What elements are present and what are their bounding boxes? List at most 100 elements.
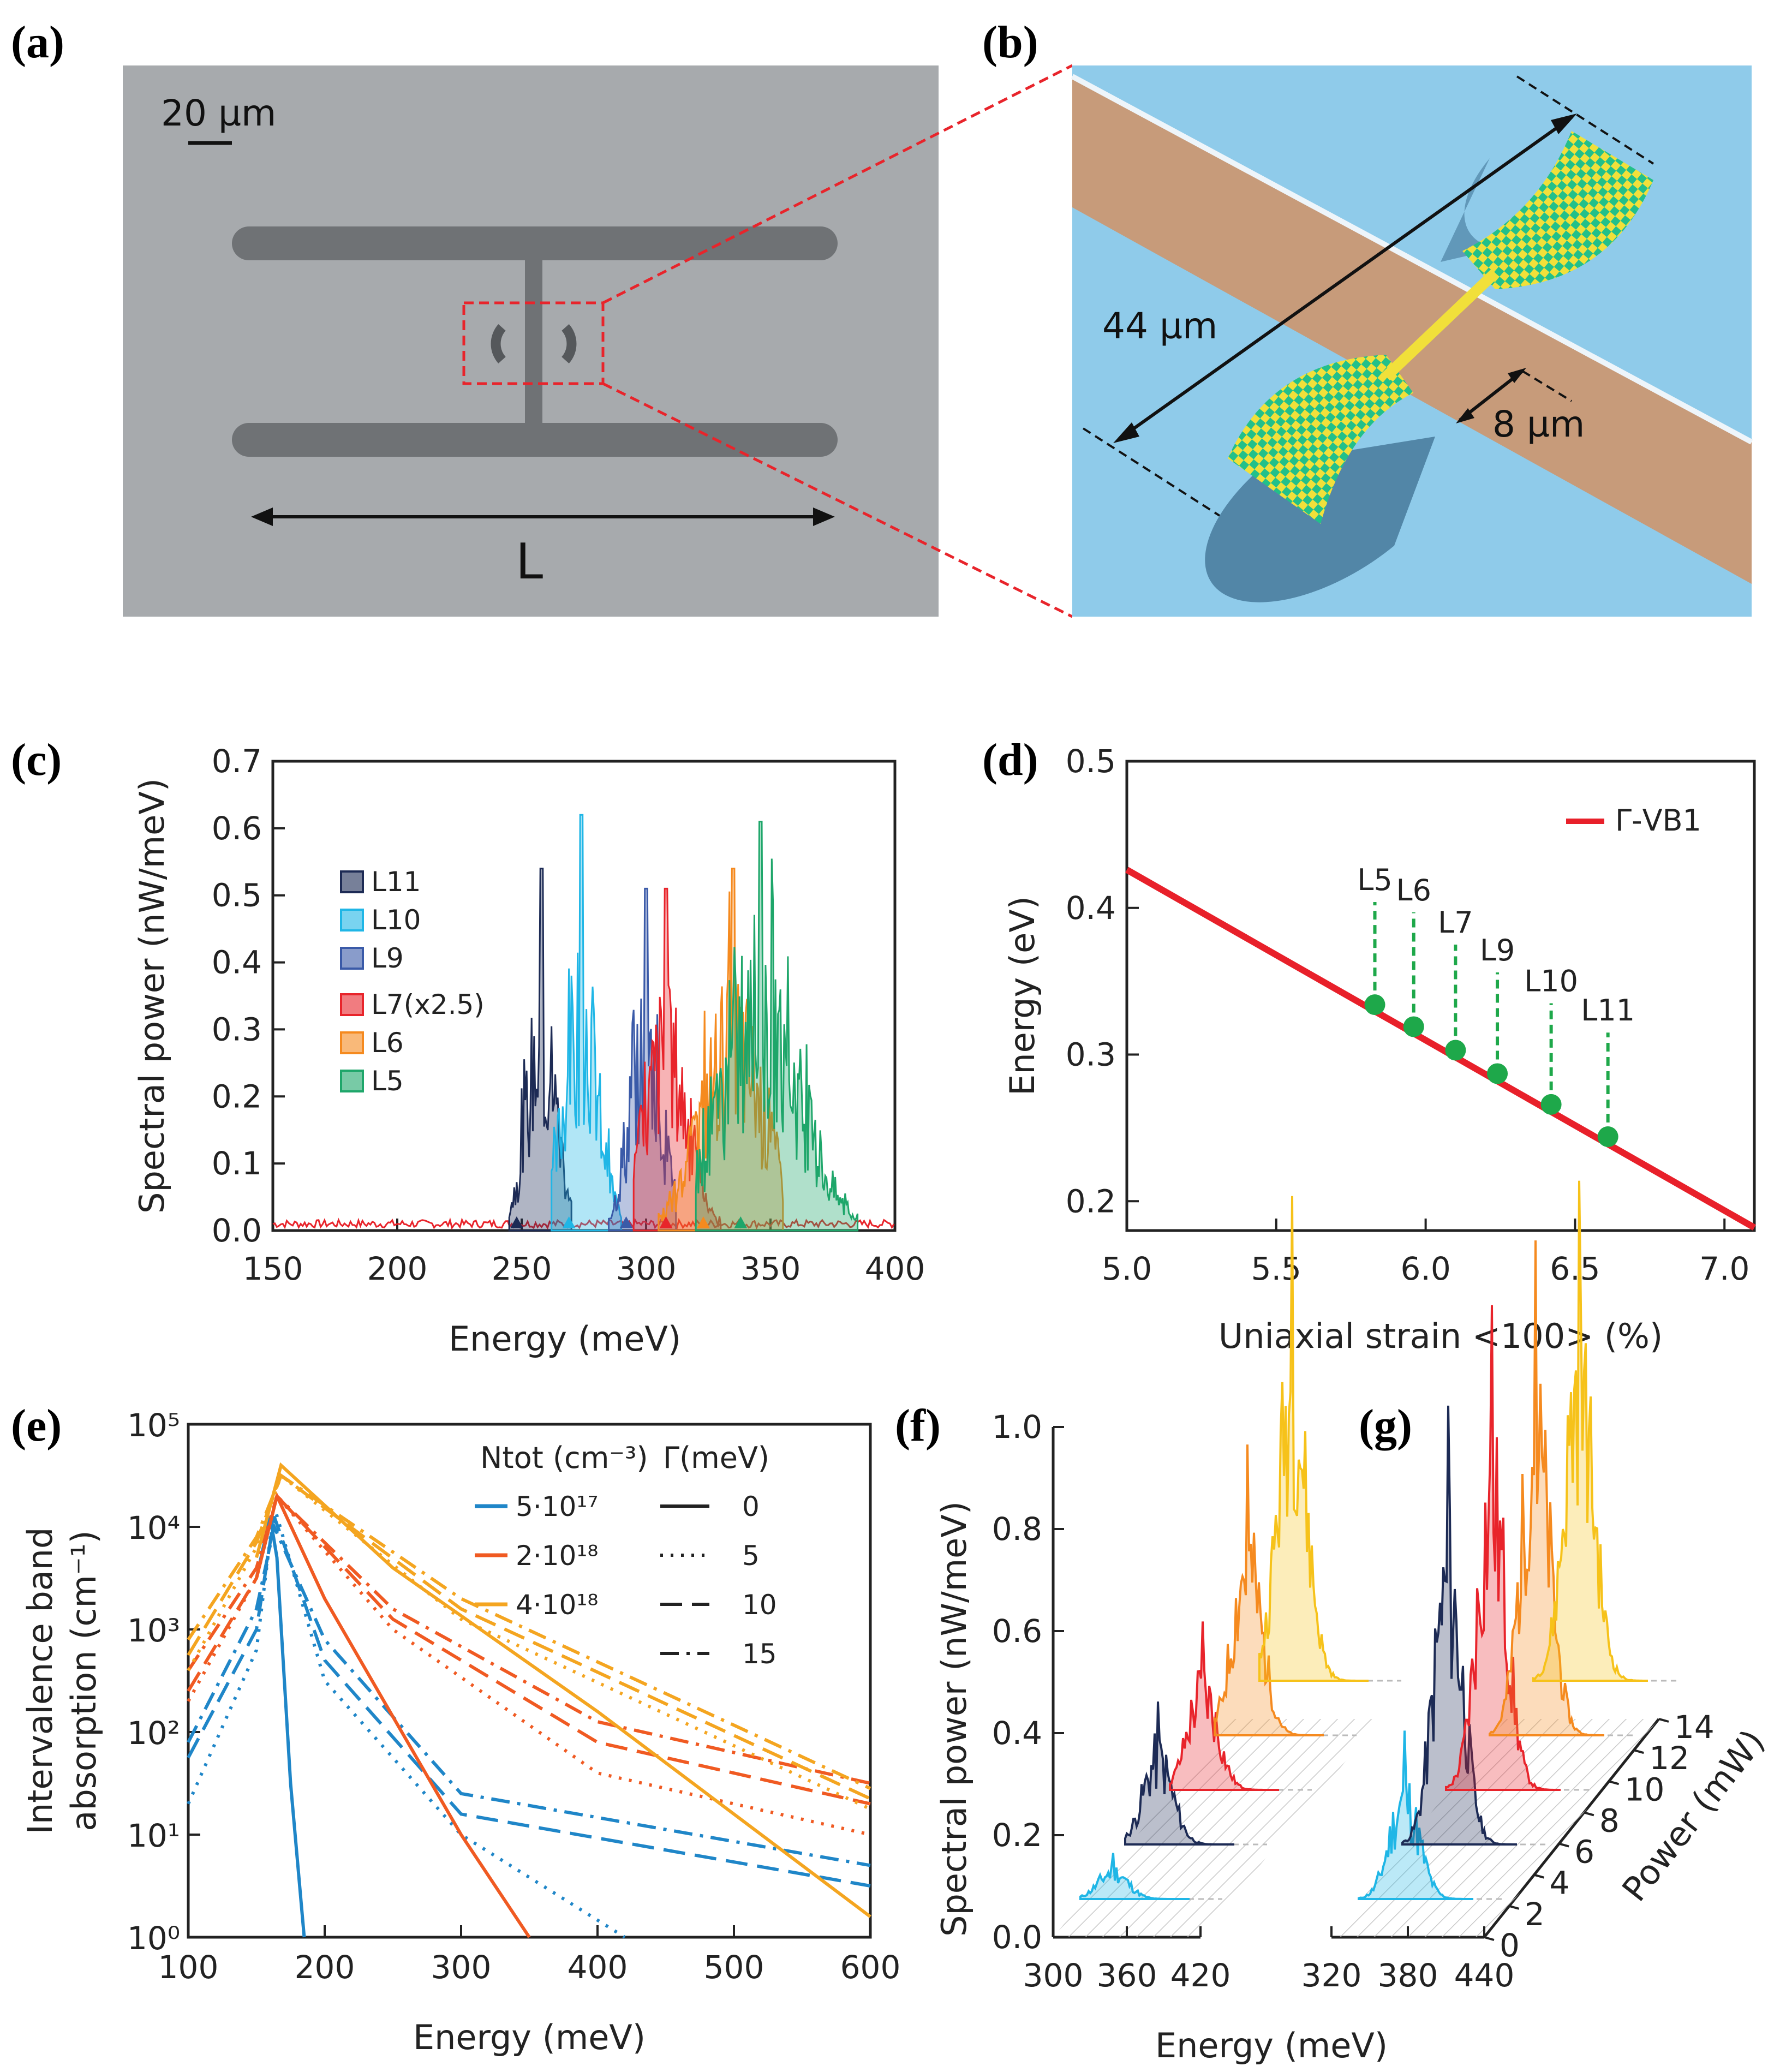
- panel-f-chart: 0.0 0.2 0.4 0.6 0.8 1.0 300 360 420 Spectral pow…: [934, 1196, 1401, 2065]
- y-tick-label: 0.5: [212, 877, 262, 914]
- baseline-noise: [272, 1217, 895, 1230]
- point-label: L6: [1396, 873, 1431, 907]
- power-tick-label: 4: [1549, 1865, 1569, 1902]
- scale-bar-label: 20 µm: [161, 92, 276, 134]
- y-tick-label: 0.6: [212, 810, 262, 847]
- legend-swatch: [340, 993, 364, 1016]
- legend-label: L10: [371, 904, 421, 936]
- y-tick-label: 10⁴: [127, 1509, 180, 1546]
- power-tick: [1609, 1780, 1620, 1786]
- spectrum-4mW: [1401, 1405, 1517, 1846]
- marker-L5: [734, 1216, 748, 1228]
- panel-label-g: (g): [1359, 1400, 1412, 1451]
- legend-label: L7(x2.5): [371, 989, 485, 1020]
- gamma-vb1-line: [1125, 867, 1756, 1231]
- x-axis-label: Energy (meV): [449, 1319, 681, 1359]
- legend-head-gamma: Γ(meV): [663, 1441, 769, 1475]
- x-tick-label: 400: [865, 1250, 925, 1287]
- point-label: L11: [1581, 993, 1635, 1028]
- point-L6: [1403, 1016, 1424, 1037]
- y-axis-label: Energy (eV): [1002, 896, 1042, 1096]
- panel-label-f: (f): [895, 1400, 941, 1451]
- legend: L11 L10 L9 L7(x2.5) L6 L5: [340, 866, 485, 1097]
- x-tick-label: 5.0: [1102, 1250, 1152, 1287]
- x-tick-label: 360: [1097, 1957, 1157, 1994]
- y-tick-label: 0.1: [212, 1145, 262, 1182]
- series-L10: [551, 814, 622, 1232]
- legend-label: L6: [371, 1027, 404, 1059]
- panel-c-chart: 0.0 0.1 0.2 0.3 0.4 0.5 0.6 0.7 150 200 250 300 350 4…: [132, 743, 925, 1359]
- point-label: L5: [1357, 863, 1392, 897]
- spectrum-12mW: [1258, 1196, 1369, 1682]
- y-tick-label: 10²: [127, 1715, 180, 1752]
- plot-frame: [1125, 760, 1756, 1232]
- x-tick-label: 6.0: [1400, 1250, 1450, 1287]
- power-tick-label: 0: [1500, 1927, 1520, 1964]
- legend-gamma-label: 5: [742, 1540, 760, 1572]
- legend-density-label: 4·10¹⁸: [516, 1589, 598, 1621]
- dim-long-label: 44 µm: [1102, 305, 1217, 347]
- x-axis-label: Energy (meV): [1155, 2026, 1388, 2065]
- x-tick-label: 400: [568, 1949, 628, 1986]
- curve-2·10¹⁸-g15: [187, 1492, 871, 1785]
- y-tick-label: 0.2: [1066, 1183, 1116, 1220]
- legend-label: L5: [371, 1065, 404, 1097]
- x-tick-label: 7.0: [1699, 1250, 1749, 1287]
- spectrum-8mW: [1214, 1444, 1324, 1737]
- y-tick-label: 0.2: [992, 1817, 1042, 1854]
- panel-label-d: (d): [982, 735, 1038, 785]
- curve-4·10¹⁸-g0: [255, 1462, 871, 1918]
- y-tick-label: 10¹: [127, 1817, 180, 1854]
- x-tick-label: 250: [492, 1250, 552, 1287]
- marker-L7: [659, 1216, 673, 1228]
- legend-swatch: [340, 909, 364, 931]
- x-tick-label: 380: [1378, 1957, 1438, 1994]
- legend-label: L9: [371, 942, 404, 974]
- spectrum-8mW: [1445, 1305, 1561, 1792]
- point-label: L7: [1438, 905, 1473, 940]
- x-tick-label: 200: [367, 1250, 428, 1287]
- point-L10: [1540, 1094, 1562, 1115]
- x-tick-label: 100: [158, 1949, 219, 1986]
- legend-gamma-label: 15: [742, 1638, 777, 1670]
- y-tick-label: 0.2: [212, 1078, 262, 1115]
- power-tick: [1633, 1749, 1644, 1754]
- panel-b-device: 44 µm 8 µm: [1071, 65, 1753, 617]
- y-tick-label: 10⁵: [127, 1407, 180, 1444]
- power-tick-label: 14: [1674, 1709, 1715, 1746]
- x-tick-label: 350: [740, 1250, 801, 1287]
- power-tick: [1484, 1936, 1495, 1941]
- legend-swatch: [340, 947, 364, 970]
- power-tick: [1509, 1904, 1520, 1910]
- power-tick-label: 10: [1624, 1771, 1665, 1808]
- dim-short-label: 8 µm: [1492, 403, 1585, 445]
- series-L7: [632, 887, 722, 1232]
- point-label: L9: [1480, 933, 1515, 968]
- y-tick-label: 0.3: [212, 1011, 262, 1048]
- x-tick-label: 320: [1301, 1957, 1362, 1994]
- bridge: [525, 256, 542, 426]
- y-tick-label: 0.0: [212, 1212, 262, 1249]
- x-tick-label: 420: [1170, 1957, 1231, 1994]
- marker-L10: [562, 1216, 576, 1228]
- y-tick-label: 0.4: [992, 1715, 1042, 1752]
- power-tick: [1658, 1718, 1669, 1723]
- spectrum-6mW: [1169, 1621, 1279, 1791]
- x-tick-label: 6.5: [1550, 1250, 1600, 1287]
- x-tick-label: 200: [295, 1949, 355, 1986]
- panel-label-b: (b): [982, 17, 1038, 68]
- y-axis-label: Spectral power (nW/meV): [934, 1501, 974, 1937]
- x-tick-label: 600: [840, 1949, 901, 1986]
- zoom-box: [462, 301, 605, 385]
- power-tick-label: 2: [1525, 1896, 1545, 1933]
- legend: Ntot (cm⁻³) Γ(meV) 5·10¹⁷ 2·10¹⁸ 4·10¹⁸ 0 5 1…: [475, 1441, 777, 1670]
- y-tick-label: 0.7: [212, 743, 262, 780]
- y-tick-label: 0.4: [1066, 889, 1116, 927]
- legend-density-label: 2·10¹⁸: [516, 1540, 598, 1572]
- x-tick-label: 150: [243, 1250, 303, 1287]
- spectrum-12mW: [1532, 1180, 1648, 1682]
